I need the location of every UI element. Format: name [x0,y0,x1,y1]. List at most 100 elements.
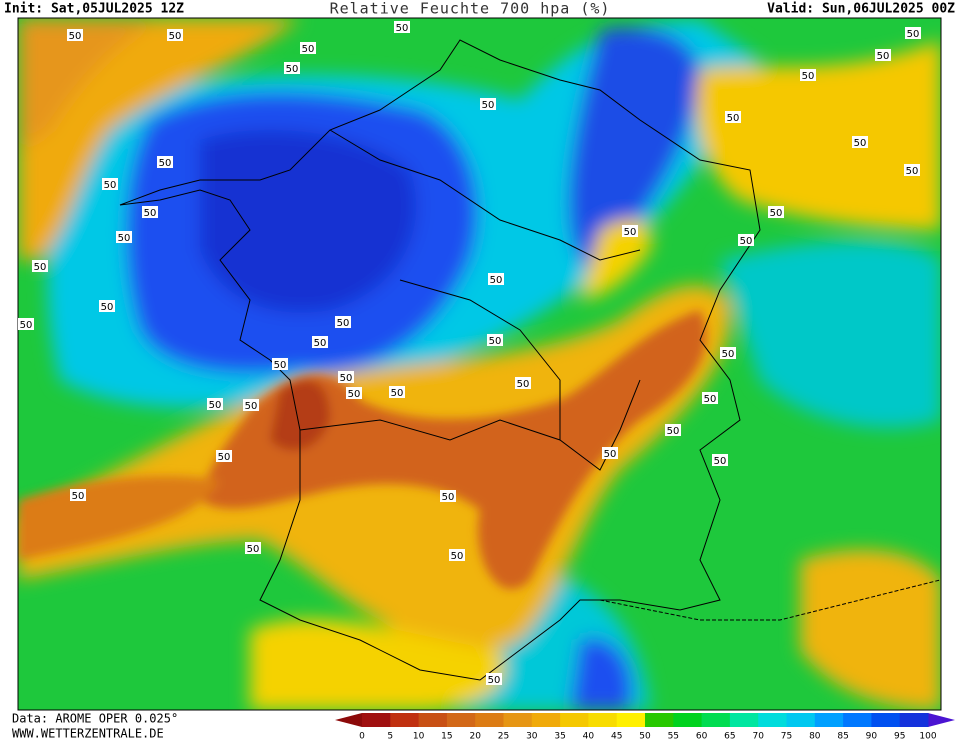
contour-label-box [102,178,118,190]
colorbar-tick-label: 10 [413,732,425,741]
contour-label-box [904,164,920,176]
contour-label: 50 [906,166,919,177]
contour-label-box [67,29,83,41]
colorbar-low-arrow [335,713,362,727]
colorbar-segment [645,713,674,727]
colorbar-tick-label: 60 [696,732,708,741]
contour-label: 50 [396,23,409,34]
init-label: Init: Sat,05JUL2025 12Z [4,2,184,17]
colorbar-tick-label: 30 [526,732,538,741]
contour-label-box [665,424,681,436]
contour-label-box [284,62,300,74]
contour-label-box [207,398,223,410]
contour-label: 50 [34,262,47,273]
colorbar-tick-label: 35 [554,732,565,741]
colorbar-segment [899,713,929,727]
contour-label-box [702,392,718,404]
colorbar-segment [843,713,872,727]
contour-label: 50 [69,31,82,42]
contour-label-box [394,21,410,33]
contour-label: 50 [489,336,502,347]
colorbar-segment [560,713,589,727]
contour-label-box [487,334,503,346]
contour-label: 50 [770,208,783,219]
contour-label: 50 [391,388,404,399]
contour-label-box [389,386,405,398]
colorbar-tick-label: 5 [387,732,393,741]
colorbar-segment [446,713,476,727]
contour-label-box [167,29,183,41]
contour-label: 50 [20,320,33,331]
colorbar-segment [814,713,844,727]
colorbar-segment [729,713,759,727]
contour-label: 50 [218,452,231,463]
contour-label: 50 [802,71,815,82]
contour-label-box [515,377,531,389]
dry-core [18,310,707,590]
contour-label-box [99,300,115,312]
contour-label: 50 [624,227,637,238]
contour-label: 50 [490,275,503,286]
colorbar-tick-label: 65 [724,732,735,741]
colorbar-segment [362,713,391,727]
contour-label: 50 [274,360,287,371]
contour-label-box [32,260,48,272]
contour-label-box [768,206,784,218]
colorbar-tick-label: 80 [809,732,821,741]
contour-label: 50 [451,551,464,562]
contour-label-box [338,371,354,383]
colorbar-segment [701,713,731,727]
contour-label-box [312,336,328,348]
contour-label: 50 [72,491,85,502]
colorbar-segment [871,713,901,727]
map-title: Relative Feuchte 700 hpa (%) [330,0,611,18]
data-source: Data: AROME OPER 0.025° [12,712,178,726]
colorbar-segment [475,713,504,727]
colorbar-tick-label: 50 [639,732,651,741]
colorbar-tick-label: 100 [919,732,936,741]
colorbar-tick-label: 85 [837,732,848,741]
contour-label-box [725,111,741,123]
contour-label-box [70,489,86,501]
contour-label-box [480,98,496,110]
colorbar-segment [758,713,787,727]
colorbar-tick-label: 20 [469,732,481,741]
contour-label: 50 [722,349,735,360]
contour-label: 50 [854,138,867,149]
colorbar-tick-label: 45 [611,732,622,741]
contour-label-box [142,206,158,218]
contour-label-box [116,231,132,243]
colorbar-segment [616,713,646,727]
colorbar-tick-label: 15 [441,732,452,741]
colorbar-tick-label: 0 [359,732,365,741]
website: WWW.WETTERZENTRALE.DE [12,727,164,741]
contour-label: 50 [159,158,172,169]
contour-label: 50 [907,29,920,40]
map-field [18,18,941,710]
colorbar-tick-label: 95 [894,732,905,741]
contour-label: 50 [348,389,361,400]
contour-label-box [712,454,728,466]
contour-label: 50 [604,449,617,460]
contour-label-box [622,225,638,237]
contour-label-box [335,316,351,328]
contour-label-box [905,27,921,39]
contour-label: 50 [714,456,727,467]
contour-labels: 50 50 50 50 50 50 50 50 50 50 50 50 50 50 50 50 50 50 50 50… [18,21,921,686]
contour-label: 50 [704,394,717,405]
contour-label: 50 [169,31,182,42]
contour-label-box [720,347,736,359]
contour-label-box [157,156,173,168]
colorbar-segment [588,713,618,727]
contour-label-box [18,318,34,330]
contour-label-box [738,234,754,246]
colorbar-tick-label: 55 [668,732,679,741]
colorbar-segment [673,713,703,727]
colorbar-segment [786,713,816,727]
colorbar-high-arrow [928,713,955,727]
contour-label-box [300,42,316,54]
contour-label-box [346,387,362,399]
contour-label: 50 [209,400,222,411]
contour-label: 50 [144,208,157,219]
